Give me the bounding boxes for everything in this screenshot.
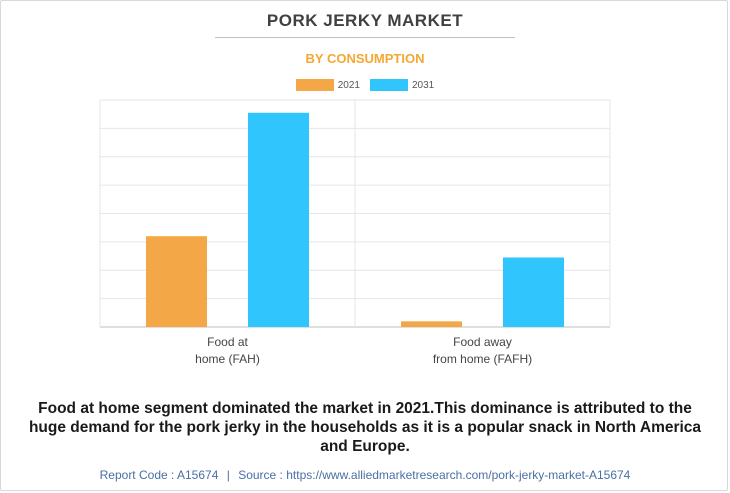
chart-caption: Food at home segment dominated the marke…	[28, 400, 702, 455]
bar-2021-cat1	[146, 236, 207, 327]
x-tick-label: from home (FAFH)	[433, 352, 532, 366]
chart-subtitle: BY CONSUMPTION	[305, 51, 425, 66]
legend-swatch-2031	[370, 79, 408, 91]
x-tick-label: Food at	[207, 335, 248, 349]
x-tick-label: home (FAH)	[195, 352, 260, 366]
title-divider	[215, 37, 515, 38]
bar-2031-cat1	[248, 112, 309, 327]
x-tick-label: Food away	[453, 335, 512, 349]
bar-2031-cat2	[503, 257, 564, 327]
report-code: Report Code : A15674	[99, 468, 219, 482]
legend-label-2021: 2021	[337, 79, 360, 91]
source-link[interactable]: Source : https://www.alliedmarketresearc…	[238, 468, 631, 482]
legend-label-2031: 2031	[412, 79, 435, 91]
legend-item-2021[interactable]: 2021	[295, 79, 360, 91]
footer-separator: |	[226, 468, 230, 482]
legend-swatch-2021	[295, 79, 334, 91]
bar-2021-cat2	[401, 321, 462, 327]
legend-item-2031[interactable]: 2031	[370, 79, 434, 91]
chart-legend: 2021 2031	[0, 79, 730, 91]
footer: Report Code : A15674 | Source : https://…	[0, 468, 730, 482]
chart-title: PORK JERKY MARKET	[266, 11, 464, 30]
